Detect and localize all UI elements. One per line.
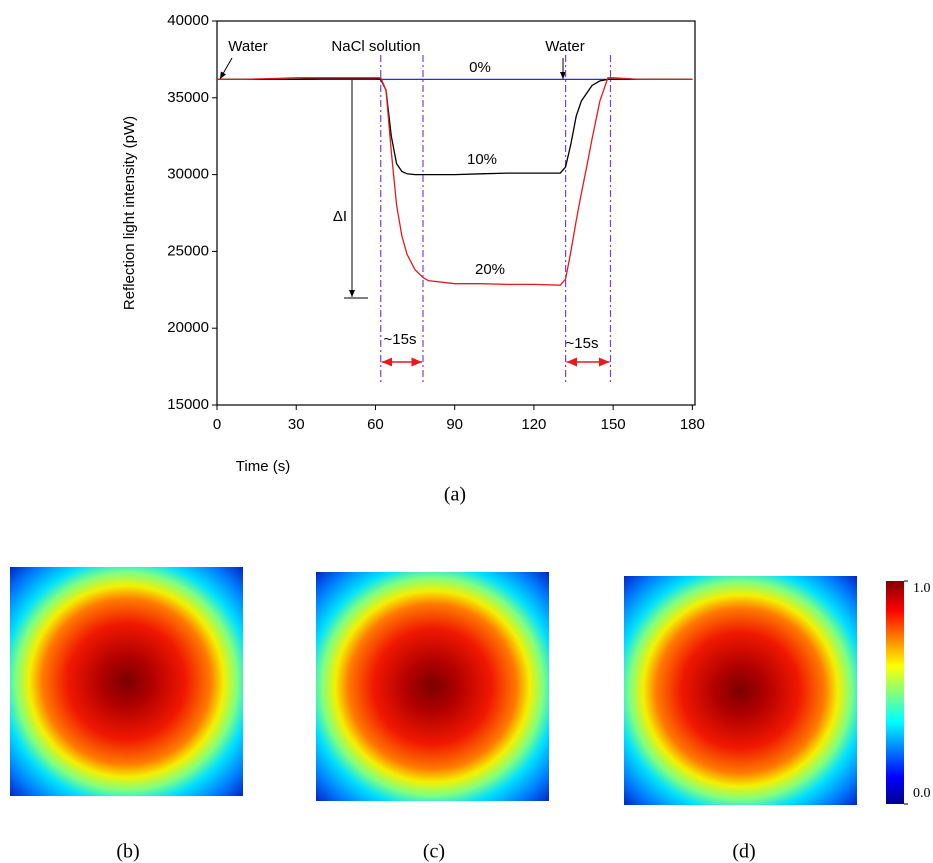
annotation: ~15s — [566, 335, 599, 352]
y-tick-label: 25000 — [167, 242, 209, 259]
x-tick-label: 150 — [601, 416, 626, 433]
x-tick-label: 90 — [446, 416, 463, 433]
series-line — [217, 77, 693, 286]
annotation-arrow — [219, 57, 233, 80]
y-axis-label: Reflection light intensity (pW) — [121, 116, 138, 310]
y-tick-label: 15000 — [167, 396, 209, 413]
annotation: NaCl solution — [331, 38, 420, 55]
intensity-map — [316, 572, 549, 801]
x-tick-label: 0 — [213, 416, 221, 433]
x-tick-label: 60 — [367, 416, 384, 433]
panel-label: (b) — [116, 841, 139, 863]
y-tick-label: 35000 — [167, 89, 209, 106]
colorbar-tick-label: 1.0 — [913, 581, 931, 596]
intensity-map — [624, 576, 857, 805]
caption: (a) — [444, 484, 466, 506]
panel-label: (c) — [423, 841, 445, 863]
series-label: 20% — [475, 261, 505, 278]
x-axis-label: Time (s) — [236, 458, 290, 475]
y-tick-label: 30000 — [167, 166, 209, 183]
annotation: Water — [545, 38, 584, 55]
y-tick-label: 20000 — [167, 319, 209, 336]
colorbar — [886, 581, 904, 804]
series-line — [217, 77, 693, 176]
intensity-map — [10, 567, 243, 796]
x-tick-label: 180 — [680, 416, 705, 433]
colorbar-tick-label: 0.0 — [913, 786, 931, 801]
plot-frame — [216, 20, 696, 406]
annotation: ΔI — [333, 208, 347, 225]
x-tick-label: 120 — [521, 416, 546, 433]
y-tick-label: 40000 — [167, 12, 209, 29]
series-label: 0% — [469, 59, 491, 76]
annotation: ~15s — [384, 331, 417, 348]
series-label: 10% — [467, 151, 497, 168]
annotation: Water — [228, 38, 267, 55]
panel-label: (d) — [732, 841, 755, 863]
x-tick-label: 30 — [288, 416, 305, 433]
